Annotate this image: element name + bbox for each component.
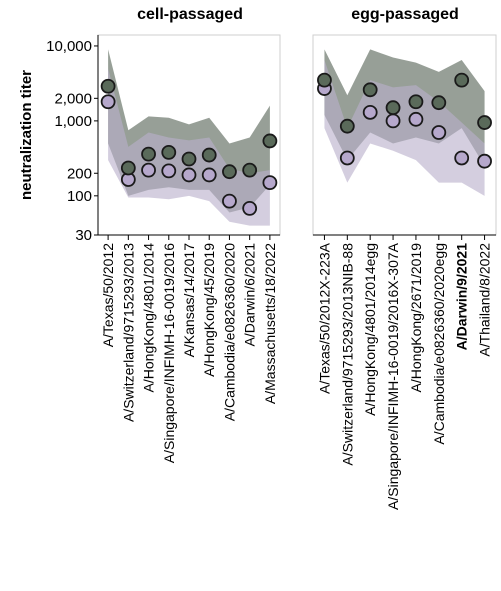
data-point-series-1 (477, 153, 492, 169)
y-tick-label: 100 (67, 188, 92, 205)
x-tick-label: A/Thailand/8/2022 (477, 243, 493, 357)
panel-title: egg-passaged (351, 6, 459, 23)
data-point-series-0 (222, 164, 237, 180)
y-tick-label: 1,000 (54, 113, 92, 130)
data-point-series-0 (201, 147, 217, 163)
data-point-series-0 (120, 160, 136, 176)
data-point-series-0 (454, 72, 470, 88)
panel-0: cell-passaged 30 100 200 1,000 2,000 10,000 neu… (18, 6, 281, 463)
data-point-series-0 (100, 78, 116, 94)
data-point-series-0 (431, 95, 447, 111)
data-point-series-1 (454, 150, 470, 166)
x-tick-label: A/HongKong/45/2019 (201, 243, 217, 377)
data-point-series-1 (408, 111, 424, 127)
x-tick-label: A/Massachusetts/18/2022 (262, 243, 278, 404)
data-point-series-1 (161, 163, 177, 179)
x-tick-label: A/Singapore/INFIMH-16-0019/2016 (161, 243, 177, 463)
data-point-series-0 (339, 118, 355, 134)
series-band-1 (108, 68, 270, 226)
y-axis-label: neutralization titer (18, 70, 35, 200)
data-point-series-0 (477, 115, 492, 130)
data-point-series-0 (161, 144, 177, 160)
data-point-series-0 (141, 146, 156, 162)
x-tick-label: A/Texas/50/2012 (100, 243, 116, 348)
x-tick-label: A/Switzerland/9715293/2013NIB-88 (339, 243, 355, 466)
x-tick-label: A/HongKong/4801/2014 (141, 243, 157, 393)
x-tick-label: A/Texas/50/2012X-223A (316, 242, 332, 394)
data-point-series-0 (262, 133, 278, 149)
data-point-series-1 (385, 113, 401, 129)
data-point-series-1 (431, 125, 447, 140)
y-tick-label: 10,000 (46, 38, 92, 55)
data-point-series-1 (100, 94, 116, 110)
y-tick-label: 30 (75, 227, 92, 244)
x-tick-label: A/Cambodia/e0826360/2020egg (431, 243, 447, 445)
y-tick-label: 200 (67, 165, 92, 182)
y-tick-label: 2,000 (54, 90, 92, 107)
data-point-series-0 (362, 82, 378, 98)
x-tick-label: A/HongKong/2671/2019 (408, 243, 424, 393)
x-tick-label: A/Switzerland/9715293/2013 (120, 243, 136, 422)
x-tick-label: A/HongKong/4801/2014egg (362, 243, 378, 416)
data-point-series-1 (262, 175, 278, 191)
x-tick-label: A/Darwin/9/2021 (454, 243, 470, 351)
data-point-series-1 (362, 104, 378, 120)
data-point-series-0 (408, 94, 424, 110)
panel-title: cell-passaged (137, 6, 243, 23)
data-point-series-1 (181, 167, 197, 183)
x-tick-label: A/Darwin/6/2021 (242, 243, 258, 347)
data-point-series-1 (339, 150, 355, 166)
data-point-series-1 (222, 193, 237, 209)
data-point-series-1 (141, 162, 156, 178)
panel-1: egg-passaged A/Texas/50/2012X-223A A/Switz… (312, 6, 497, 510)
data-point-series-0 (181, 151, 197, 167)
data-point-series-1 (242, 200, 258, 216)
data-point-series-1 (201, 167, 217, 183)
data-point-series-0 (385, 100, 401, 116)
x-tick-label: A/Cambodia/e0826360/2020 (221, 243, 237, 421)
data-point-series-0 (242, 162, 258, 178)
x-tick-label: A/Singapore/INFIMH-16-0019/2016X-307A (385, 242, 401, 510)
x-tick-label: A/Kansas/14/2017 (181, 243, 197, 358)
data-point-series-0 (317, 72, 332, 88)
